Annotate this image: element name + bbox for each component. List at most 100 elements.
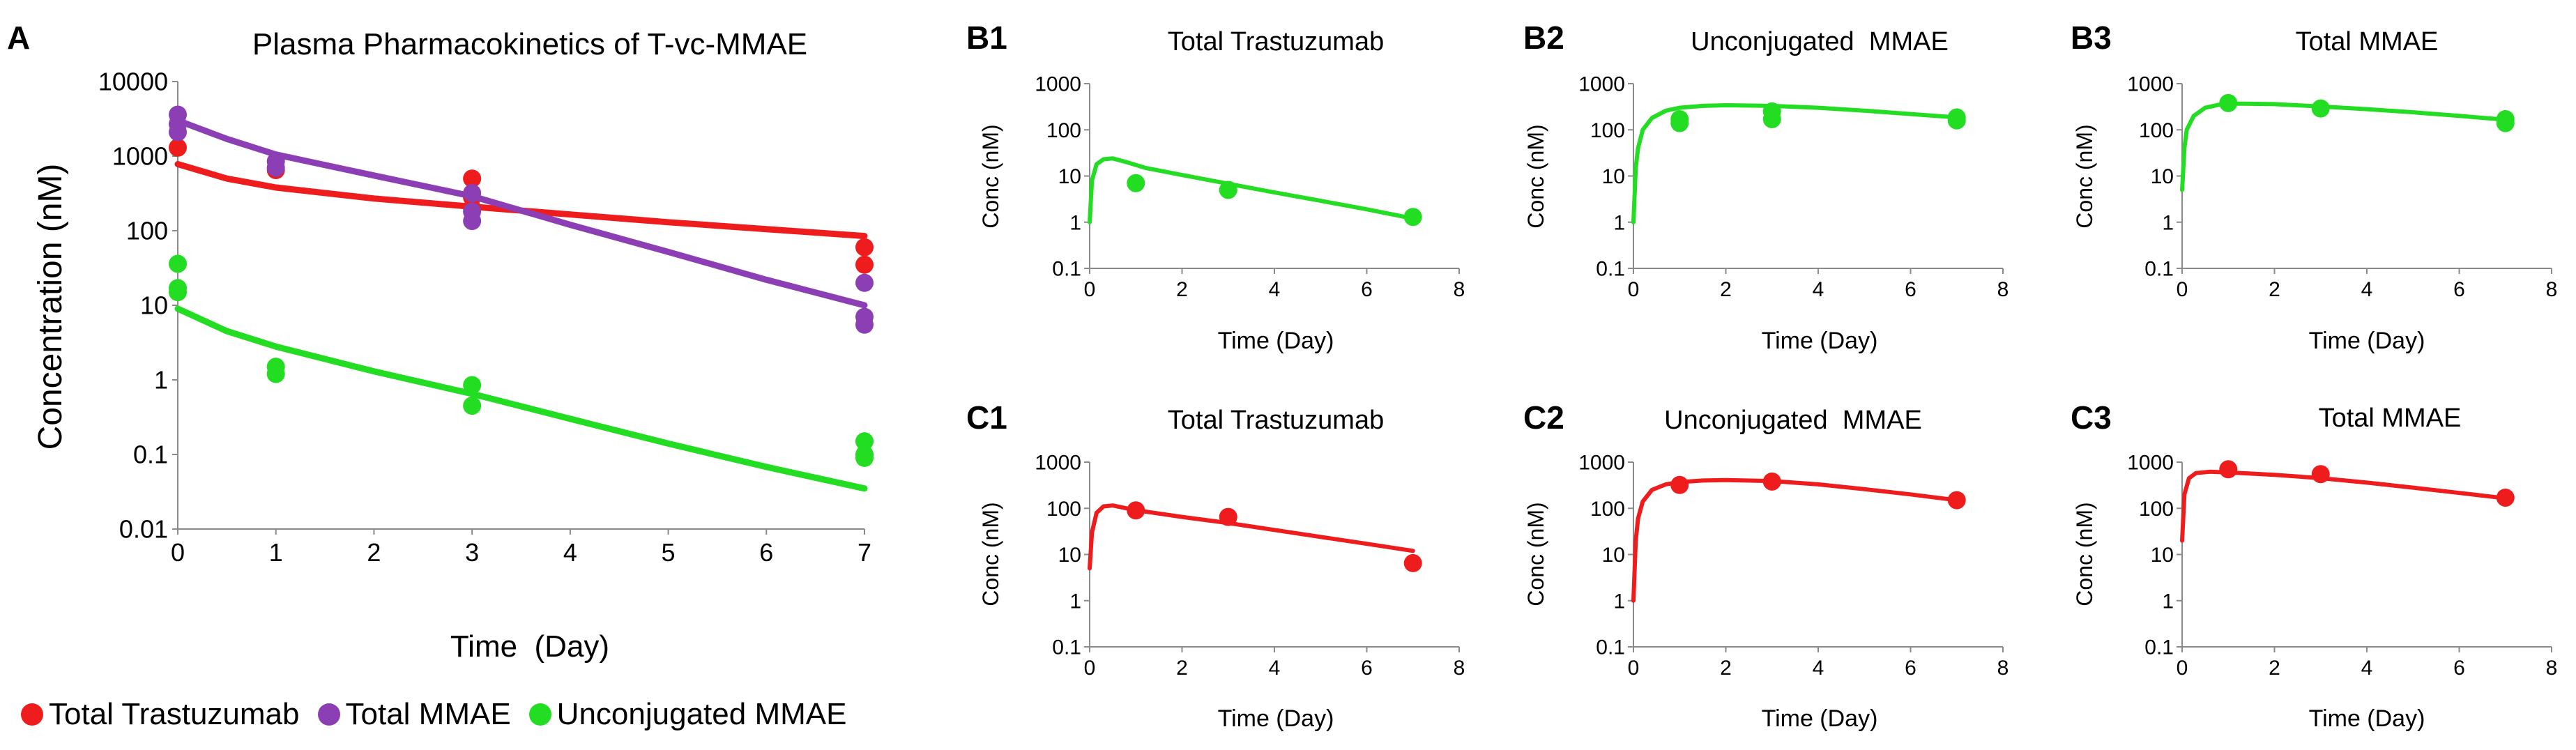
data-point — [855, 255, 874, 274]
chart-title-b3: Total MMAE — [2296, 27, 2439, 56]
fit-curve-unconjugated-mmae — [1631, 103, 1959, 224]
x-tick-label: 2 — [1720, 657, 1732, 680]
y-tick-label: 10 — [1058, 165, 1081, 188]
x-tick-label: 0 — [1084, 278, 1096, 301]
y-axis-title-c2: Conc (nM) — [1523, 502, 1548, 606]
chart-panel-b1: 0.1 1 10 100 1000 0 2 4 6 8 B1 Total Trastuzumab Tim… — [966, 20, 1465, 354]
y-tick-label: 0.1 — [2144, 636, 2174, 659]
data-point — [169, 138, 187, 157]
x-axis-title-c3: Time (Day) — [2309, 705, 2425, 732]
data-point — [463, 169, 482, 188]
x-tick-label: 8 — [2546, 657, 2558, 680]
x-tick-label: 4 — [1813, 657, 1824, 680]
data-point — [1670, 114, 1689, 132]
chart-panel-c3: 0.1 1 10 100 1000 0 2 4 6 8 C3 Total MMAE Time (Day)… — [2071, 399, 2557, 732]
data-point — [2311, 465, 2330, 484]
x-tick-label: 6 — [1905, 657, 1916, 680]
x-tick-label: 3 — [465, 538, 479, 567]
y-tick-label: 10000 — [98, 68, 168, 96]
x-tick-label: 4 — [563, 538, 577, 567]
y-axis-title-b1: Conc (nM) — [978, 124, 1003, 228]
y-tick-label: 1 — [1613, 211, 1625, 234]
series-total-trastuzumab — [1088, 501, 1422, 572]
chart-title-b2: Unconjugated MMAE — [1691, 27, 1949, 56]
panel-label-c1: C1 — [966, 399, 1007, 436]
y-tick-label: 100 — [1590, 498, 1625, 521]
y-tick-label: 100 — [2139, 119, 2174, 142]
x-tick-label: 0 — [1628, 657, 1640, 680]
data-point — [855, 448, 874, 467]
x-tick-label: 6 — [2453, 278, 2465, 301]
y-tick-label: 1000 — [2127, 73, 2174, 96]
x-tick-label: 6 — [759, 538, 773, 567]
legend-item-unconjugated-mmae: Unconjugated MMAE — [528, 697, 847, 732]
panel-label-c2: C2 — [1523, 399, 1564, 436]
chart-title-c2: Unconjugated MMAE — [1664, 406, 1922, 435]
chart-panel-b3: 0.1 1 10 100 1000 0 2 4 6 8 B3 Total MMAE Time (Day)… — [2071, 20, 2557, 354]
y-tick-label: 1000 — [112, 142, 168, 171]
legend-label-unconjugated-mmae: Unconjugated MMAE — [556, 697, 847, 731]
panel-label-c3: C3 — [2071, 399, 2112, 436]
x-tick-label: 0 — [1628, 278, 1640, 301]
x-tick-label: 8 — [2546, 278, 2558, 301]
y-tick-label: 10 — [140, 291, 168, 320]
x-tick-label: 2 — [1176, 657, 1188, 680]
chart-title-c1: Total Trastuzumab — [1168, 406, 1384, 435]
x-tick-label: 2 — [1176, 278, 1188, 301]
x-tick-label: 4 — [1269, 657, 1281, 680]
y-tick-label: 1 — [1069, 211, 1081, 234]
data-point — [2219, 460, 2238, 479]
data-point — [2219, 93, 2238, 112]
y-tick-label: 100 — [1046, 498, 1081, 521]
y-tick-label: 1 — [1069, 590, 1081, 613]
data-point — [1762, 109, 1781, 128]
data-point — [1670, 475, 1689, 494]
data-point — [1947, 491, 1966, 510]
panel-label-b3: B3 — [2071, 20, 2112, 56]
data-point — [855, 238, 874, 257]
x-tick-label: 0 — [2177, 657, 2188, 680]
x-tick-label: 0 — [2177, 278, 2188, 301]
data-point — [1219, 507, 1237, 526]
y-tick-label: 10 — [1058, 544, 1081, 567]
y-tick-label: 1000 — [1578, 73, 1625, 96]
y-tick-label: 1 — [154, 366, 168, 395]
y-tick-label: 0.1 — [1596, 258, 1625, 281]
data-point — [2496, 488, 2515, 507]
y-tick-label: 1000 — [1035, 452, 1081, 475]
y-tick-label: 0.01 — [119, 515, 168, 544]
data-point — [1947, 111, 1966, 130]
y-tick-label: 100 — [2139, 498, 2174, 521]
x-tick-label: 4 — [2361, 278, 2373, 301]
x-tick-label: 4 — [2361, 657, 2373, 680]
legend-marker-total-mmae — [317, 703, 340, 726]
x-tick-label: 8 — [1997, 657, 2009, 680]
fit-curve-total-mmae — [174, 117, 868, 309]
legend-marker-unconjugated-mmae — [528, 703, 551, 726]
x-axis-title-c2: Time (Day) — [1762, 705, 1878, 732]
panel-label-b2: B2 — [1523, 20, 1564, 56]
fit-curve-total-trastuzumab — [1088, 503, 1415, 571]
data-point — [463, 376, 482, 395]
y-axis-title-b3: Conc (nM) — [2072, 124, 2097, 228]
y-tick-label: 1 — [2162, 590, 2174, 613]
fit-curve-total-mmae — [2180, 101, 2508, 192]
x-axis-title-b1: Time (Day) — [1218, 328, 1334, 354]
x-tick-label: 2 — [1720, 278, 1732, 301]
x-axis-title-a: Time (Day) — [450, 629, 609, 664]
y-axis-title-a: Concentration (nM) — [32, 164, 69, 450]
legend: Total Trastuzumab Total MMAE Unconjugate… — [21, 697, 864, 732]
x-tick-label: 0 — [171, 538, 185, 567]
legend-label-total-trastuzumab: Total Trastuzumab — [49, 697, 300, 731]
y-tick-label: 10 — [2151, 165, 2174, 188]
fit-curve-total-mmae — [2180, 469, 2508, 543]
y-tick-label: 10 — [1602, 165, 1625, 188]
x-tick-label: 1 — [269, 538, 283, 567]
x-tick-label: 8 — [1997, 278, 2009, 301]
panel-label-b1: B1 — [966, 20, 1007, 56]
x-tick-label: 6 — [1905, 278, 1916, 301]
x-tick-label: 6 — [1361, 657, 1373, 680]
y-tick-label: 1000 — [1035, 73, 1081, 96]
series-total-trastuzumab — [1088, 156, 1422, 227]
